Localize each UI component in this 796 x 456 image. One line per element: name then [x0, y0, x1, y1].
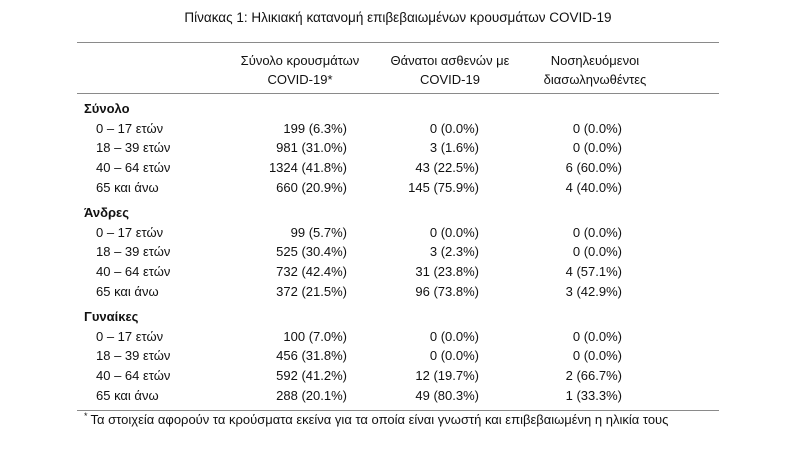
column-header-intubated: Νοσηλευόμενοι διασωληνωθέντες	[520, 51, 670, 89]
cell-deaths: 0 (0.0%)	[429, 225, 479, 240]
cell-cases: 99 (5.7%)	[290, 225, 347, 240]
cell-intubated: 0 (0.0%)	[572, 121, 622, 136]
cell-cases: 592 (41.2%)	[276, 368, 347, 383]
cell-deaths: 145 (75.9%)	[408, 180, 479, 195]
cell-intubated: 6 (60.0%)	[565, 160, 622, 175]
row-label: 18 – 39 ετών	[96, 244, 171, 259]
cell-intubated: 0 (0.0%)	[572, 244, 622, 259]
cell-intubated: 3 (42.9%)	[565, 284, 622, 299]
cell-deaths: 96 (73.8%)	[415, 284, 479, 299]
table-row: 0 – 17 ετών 100 (7.0%) 0 (0.0%) 0 (0.0%)	[0, 329, 796, 348]
cell-deaths: 0 (0.0%)	[429, 348, 479, 363]
cell-deaths: 0 (0.0%)	[429, 329, 479, 344]
cell-intubated: 4 (40.0%)	[565, 180, 622, 195]
column-header-line: COVID-19*	[267, 72, 333, 87]
cell-intubated: 4 (57.1%)	[565, 264, 622, 279]
row-label: 65 και άνω	[96, 284, 159, 299]
table-row: 18 – 39 ετών 525 (30.4%) 3 (2.3%) 0 (0.0…	[0, 244, 796, 263]
cell-deaths: 31 (23.8%)	[415, 264, 479, 279]
footnote-text: Τα στοιχεία αφορούν τα κρούσματα εκείνα …	[90, 412, 669, 427]
row-label: 40 – 64 ετών	[96, 368, 171, 383]
table-caption: Πίνακας 1: Ηλικιακή κατανομή επιβεβαιωμέ…	[184, 10, 612, 25]
row-label: 40 – 64 ετών	[96, 160, 171, 175]
column-header-line: Νοσηλευόμενοι	[550, 53, 640, 68]
header-divider	[77, 93, 719, 94]
column-header-line: COVID-19	[420, 72, 480, 87]
cell-deaths: 43 (22.5%)	[415, 160, 479, 175]
cell-intubated: 0 (0.0%)	[572, 329, 622, 344]
row-label: 65 και άνω	[96, 388, 159, 403]
cell-cases: 288 (20.1%)	[276, 388, 347, 403]
cell-deaths: 3 (1.6%)	[429, 140, 479, 155]
column-header-cases: Σύνολο κρουσμάτων COVID-19*	[225, 51, 375, 89]
cell-intubated: 1 (33.3%)	[565, 388, 622, 403]
row-label: 0 – 17 ετών	[96, 121, 164, 136]
cell-cases: 199 (6.3%)	[283, 121, 347, 136]
cell-cases: 100 (7.0%)	[283, 329, 347, 344]
cell-cases: 456 (31.8%)	[276, 348, 347, 363]
cell-intubated: 0 (0.0%)	[572, 140, 622, 155]
cell-intubated: 2 (66.7%)	[565, 368, 622, 383]
row-label: 0 – 17 ετών	[96, 329, 164, 344]
table-row: 65 και άνω 288 (20.1%) 49 (80.3%) 1 (33.…	[0, 388, 796, 407]
footnote: * Τα στοιχεία αφορούν τα κρούσματα εκείνα…	[84, 411, 668, 427]
column-header-deaths: Θάνατοι ασθενών με COVID-19	[375, 51, 525, 89]
table-row: 65 και άνω 660 (20.9%) 145 (75.9%) 4 (40…	[0, 180, 796, 199]
table-row: 40 – 64 ετών 1324 (41.8%) 43 (22.5%) 6 (…	[0, 160, 796, 179]
row-label: 0 – 17 ετών	[96, 225, 164, 240]
table-row: 40 – 64 ετών 592 (41.2%) 12 (19.7%) 2 (6…	[0, 368, 796, 387]
table-row: 40 – 64 ετών 732 (42.4%) 31 (23.8%) 4 (5…	[0, 264, 796, 283]
cell-cases: 372 (21.5%)	[276, 284, 347, 299]
group-title-total: Σύνολο	[84, 101, 130, 116]
cell-cases: 981 (31.0%)	[276, 140, 347, 155]
cell-cases: 525 (30.4%)	[276, 244, 347, 259]
cell-intubated: 0 (0.0%)	[572, 225, 622, 240]
column-header-line: Σύνολο κρουσμάτων	[240, 53, 360, 68]
row-label: 40 – 64 ετών	[96, 264, 171, 279]
table-frame	[77, 42, 719, 411]
column-header-line: διασωληνωθέντες	[543, 72, 647, 87]
cell-intubated: 0 (0.0%)	[572, 348, 622, 363]
cell-cases: 660 (20.9%)	[276, 180, 347, 195]
row-label: 18 – 39 ετών	[96, 140, 171, 155]
cell-cases: 732 (42.4%)	[276, 264, 347, 279]
cell-deaths: 3 (2.3%)	[429, 244, 479, 259]
cell-deaths: 0 (0.0%)	[429, 121, 479, 136]
table-row: 0 – 17 ετών 199 (6.3%) 0 (0.0%) 0 (0.0%)	[0, 121, 796, 140]
row-label: 65 και άνω	[96, 180, 159, 195]
group-title-men: Άνδρες	[84, 205, 129, 220]
table-row: 65 και άνω 372 (21.5%) 96 (73.8%) 3 (42.…	[0, 284, 796, 303]
table-row: 18 – 39 ετών 456 (31.8%) 0 (0.0%) 0 (0.0…	[0, 348, 796, 367]
cell-deaths: 12 (19.7%)	[415, 368, 479, 383]
cell-cases: 1324 (41.8%)	[268, 160, 347, 175]
column-header-line: Θάνατοι ασθενών με	[390, 53, 510, 68]
footnote-marker: *	[84, 411, 88, 421]
cell-deaths: 49 (80.3%)	[415, 388, 479, 403]
row-label: 18 – 39 ετών	[96, 348, 171, 363]
table-row: 0 – 17 ετών 99 (5.7%) 0 (0.0%) 0 (0.0%)	[0, 225, 796, 244]
table-row: 18 – 39 ετών 981 (31.0%) 3 (1.6%) 0 (0.0…	[0, 140, 796, 159]
group-title-women: Γυναίκες	[84, 309, 139, 324]
